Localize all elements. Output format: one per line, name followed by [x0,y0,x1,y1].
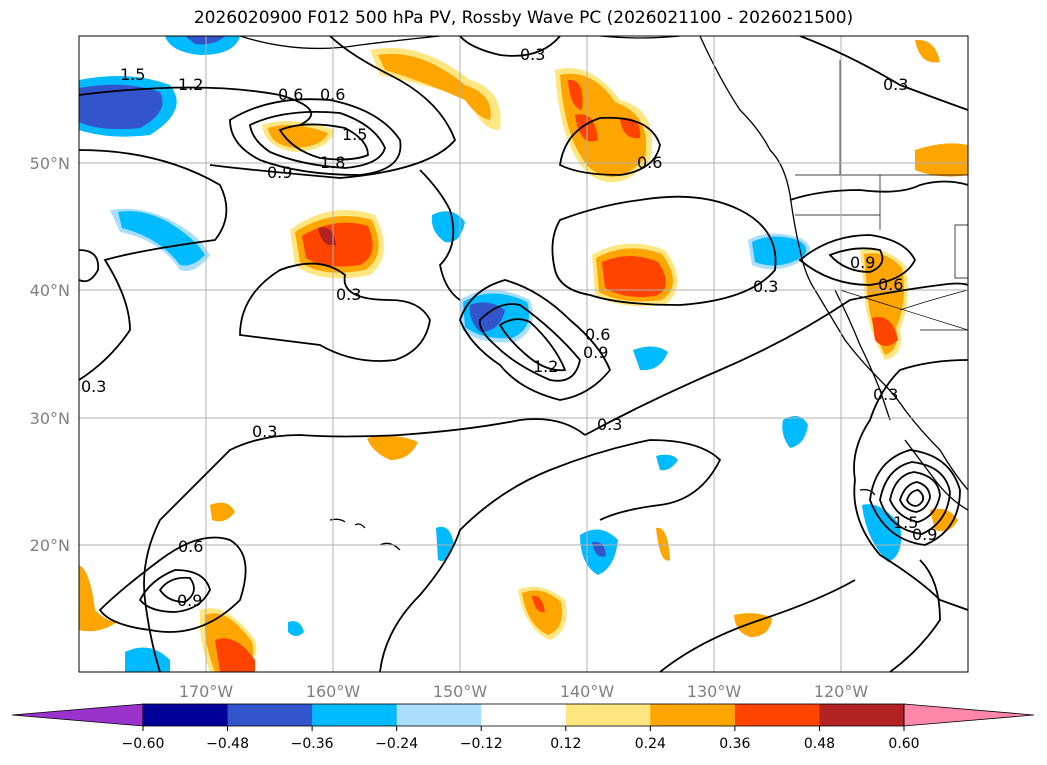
pv-contours [79,36,968,672]
colorbar-tick-label: −0.36 [291,736,334,752]
contour-label: 1.2 [178,75,203,94]
negative-pv-anomaly [185,36,225,45]
map-frame [78,35,969,673]
contour-label: 0.6 [878,275,903,294]
lat-label-50n: 50°N [30,154,70,173]
negative-pv-anomaly [469,302,505,332]
contour-label: 0.9 [583,343,608,362]
colorbar-tick-label: 0.36 [719,736,750,752]
contour-label: 0.6 [278,85,303,104]
lat-label-40n: 40°N [30,281,70,300]
negative-pv-anomaly [79,84,163,130]
colorbar: −0.60 −0.48 −0.36 −0.24 −0.12 0.12 0.24 0.36 0.4… [11,703,1035,752]
negative-pv-anomaly [633,346,668,371]
positive-pv-anomaly [268,124,328,148]
colorbar-tick-label: −0.12 [460,736,503,752]
contour-label: 0.3 [873,385,898,404]
colorbar-segment [650,704,736,726]
colorbar-tick-label: 0.60 [888,736,919,752]
lat-label-30n: 30°N [30,409,70,428]
positive-pv-anomaly [215,638,255,672]
contour-label: 0.6 [320,85,345,104]
colorbar-extend-low [11,703,144,727]
contour-label: 1.8 [320,153,345,172]
positive-pv-anomaly [378,53,491,120]
colorbar-segment [312,704,398,726]
contour-label: 0.3 [597,415,622,434]
contour-label: 0.3 [883,75,908,94]
negative-pv-anomaly [782,416,808,448]
contour-label: 1.5 [893,513,918,532]
positive-pv-anomaly [872,316,898,346]
colorbar-segment [481,704,567,726]
contour-label: 1.2 [533,357,558,376]
contour-label: 0.3 [753,277,778,296]
positive-pv-anomaly [79,565,120,632]
positive-pv-anomaly [620,117,641,139]
colorbar-segment [143,704,229,726]
negative-pv-anomaly [288,621,304,636]
colorbar-segment [227,704,313,726]
positive-pv-anomaly [656,527,670,561]
negative-pv-anomaly [752,236,807,266]
pv-shading [79,36,968,672]
positive-pv-anomaly [915,143,968,177]
latitude-labels: 50°N 40°N 30°N 20°N [30,154,70,555]
colorbar-tick-label: 0.48 [804,736,835,752]
colorbar-segment [565,704,651,726]
colorbar-tick-label: 0.24 [635,736,666,752]
negative-pv-anomaly [656,454,678,471]
political-borders [795,60,968,331]
contour-label: 0.9 [850,253,875,272]
lat-label-20n: 20°N [30,536,70,555]
graticule [79,36,968,672]
negative-pv-anomaly [431,211,465,243]
contour-label: 0.9 [912,525,937,544]
contour-label: 0.3 [520,45,545,64]
contour-label: 0.9 [267,163,292,182]
negative-pv-anomaly [118,211,205,266]
colorbar-segment [734,704,820,726]
contour-label: 0.6 [585,325,610,344]
negative-pv-anomaly [592,541,606,557]
colorbar-extend-high [903,703,1035,727]
contour-label: 0.3 [336,285,361,304]
positive-pv-anomaly [915,39,940,63]
lon-label-140w: 140°W [560,682,615,701]
lon-label-120w: 120°W [814,682,869,701]
colorbar-tick-label: 0.12 [550,736,581,752]
colorbar-tick-label: −0.24 [375,736,418,752]
positive-pv-anomaly [532,595,545,613]
colorbar-tick-label: −0.60 [122,736,165,752]
colorbar-frame [142,703,905,727]
contour-labels: 0.3 0.3 0.3 0.3 0.3 0.3 0.3 0.6 0.6 0.6 … [81,45,937,610]
longitude-labels: 170°W 160°W 150°W 140°W 130°W 120°W [179,682,869,701]
contour-label: 1.5 [342,125,367,144]
positive-pv-anomaly [318,227,336,246]
map-background [79,36,968,672]
negative-pv-anomaly [165,36,240,55]
lon-label-150w: 150°W [433,682,488,701]
colorbar-tick-label: −0.48 [206,736,249,752]
positive-pv-anomaly [602,256,666,297]
colorbar-segment [396,704,482,726]
lon-label-130w: 130°W [687,682,742,701]
positive-pv-anomaly [568,79,583,110]
colorbar-segment [819,704,905,726]
positive-pv-anomaly [522,590,563,635]
positive-pv-anomaly [367,435,418,460]
contour-label: 0.6 [637,153,662,172]
contour-label: 0.6 [178,537,203,556]
lon-label-170w: 170°W [179,682,234,701]
contour-label: 0.9 [177,591,202,610]
positive-pv-anomaly [210,502,235,522]
contour-label: 1.5 [120,65,145,84]
contour-label: 0.3 [252,422,277,441]
lon-label-160w: 160°W [306,682,361,701]
map-title: 2026020900 F012 500 hPa PV, Rossby Wave … [193,8,854,28]
contour-label: 0.3 [81,377,106,396]
